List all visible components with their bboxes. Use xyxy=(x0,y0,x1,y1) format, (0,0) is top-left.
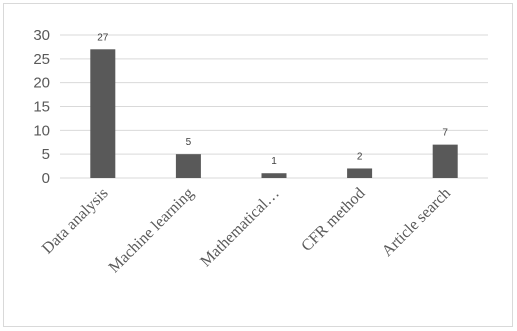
y-tick-label: 25 xyxy=(33,51,50,68)
bar xyxy=(90,49,116,178)
x-tick-label: Data analysis xyxy=(39,185,112,258)
y-tick-label: 20 xyxy=(33,75,50,92)
gridlines xyxy=(60,34,488,179)
x-tick-label: CFR method xyxy=(298,185,368,255)
y-tick-label: 30 xyxy=(33,27,50,44)
x-tick-label: Article search xyxy=(379,185,454,260)
y-tick-label: 5 xyxy=(42,146,50,163)
data-label: 27 xyxy=(97,32,109,43)
data-label: 7 xyxy=(442,128,448,139)
data-label: 2 xyxy=(357,151,363,162)
data-label: 5 xyxy=(186,137,192,148)
bar xyxy=(261,173,287,178)
y-axis-ticks: 0 5 10 15 20 25 30 xyxy=(33,27,50,187)
bar xyxy=(175,154,201,178)
x-tick-label: Mathematical… xyxy=(197,185,283,271)
bar xyxy=(347,168,373,178)
bar xyxy=(432,144,458,178)
x-tick-label: Machine learning xyxy=(106,185,198,277)
y-tick-label: 15 xyxy=(33,99,50,116)
chart-frame xyxy=(3,3,513,327)
bars xyxy=(90,49,458,178)
data-label: 1 xyxy=(271,156,277,167)
y-tick-label: 10 xyxy=(33,122,50,139)
y-tick-label: 0 xyxy=(42,170,50,187)
